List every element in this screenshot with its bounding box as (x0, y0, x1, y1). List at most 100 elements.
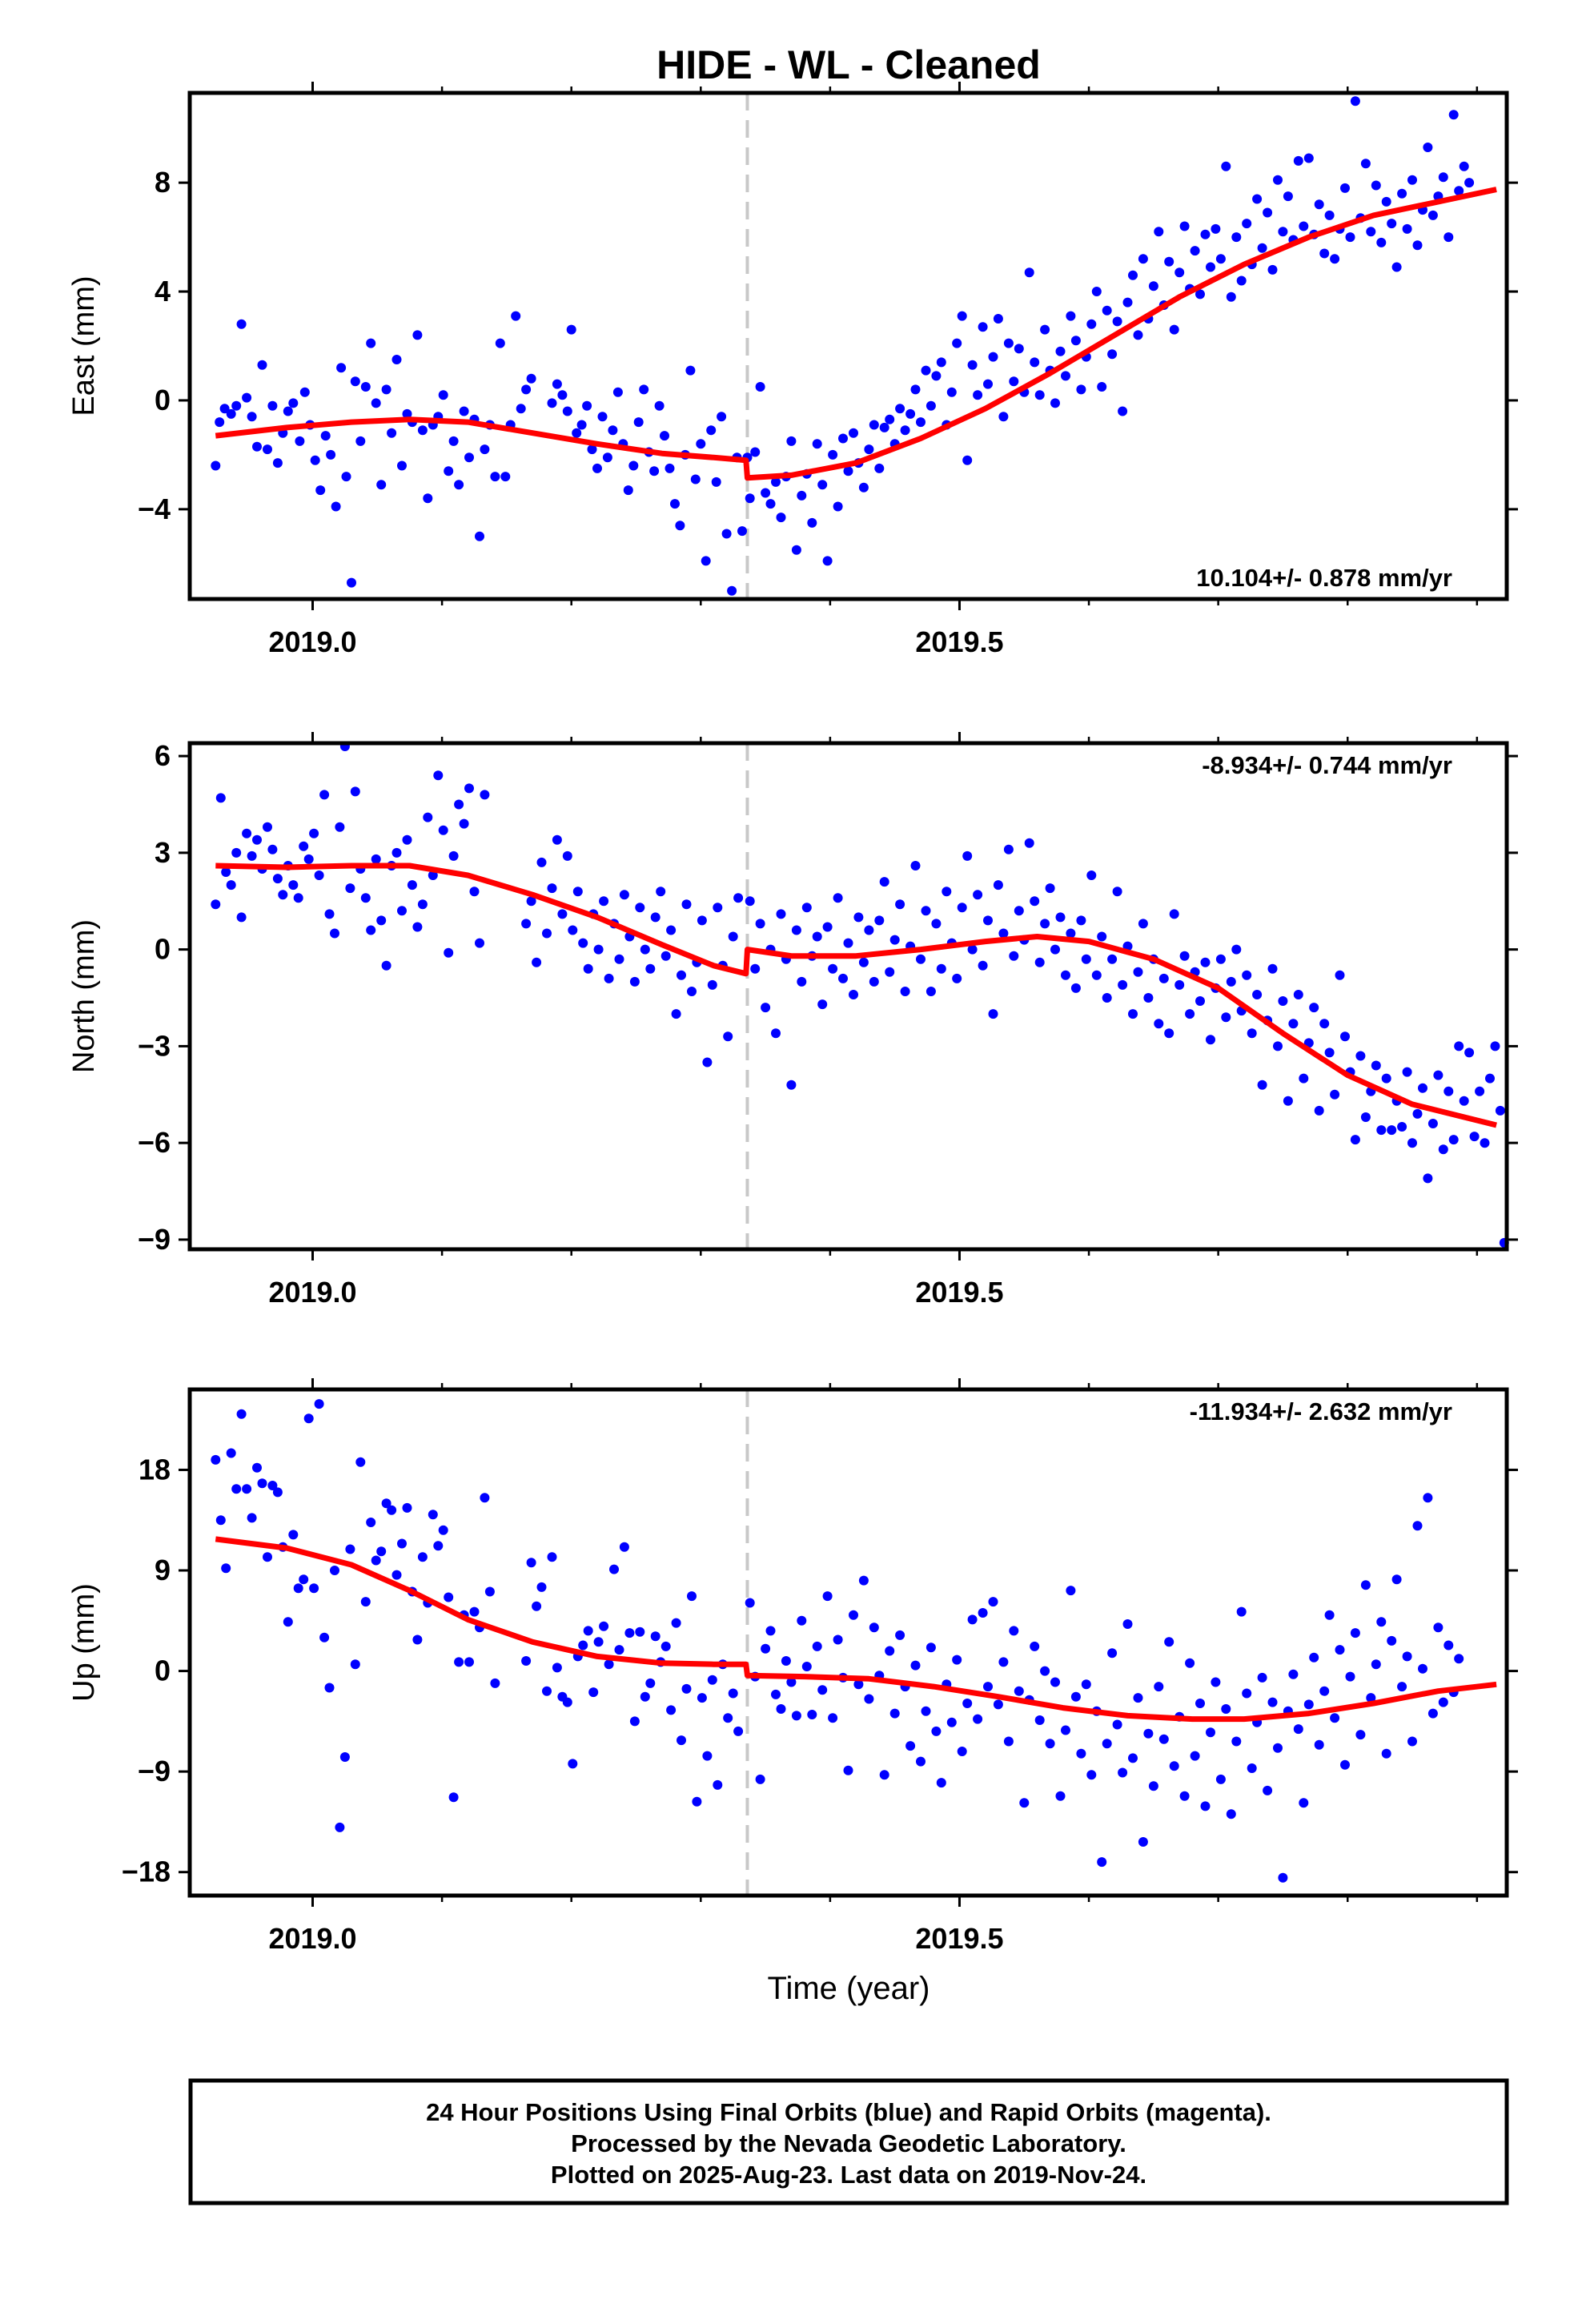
north-data-point (656, 887, 666, 897)
up-data-point (314, 1399, 324, 1409)
north-data-point (801, 903, 812, 913)
north-data-point (412, 922, 423, 932)
up-ytick-label: 18 (139, 1453, 171, 1486)
up-data-point (1257, 1672, 1267, 1683)
north-data-point (583, 963, 593, 974)
east-data-point (833, 501, 843, 512)
up-data-point (905, 1741, 916, 1751)
up-data-point (412, 1634, 423, 1645)
north-data-point (1174, 979, 1185, 990)
up-data-point (552, 1663, 562, 1673)
east-data-point (587, 444, 597, 455)
up-data-point (1158, 1734, 1169, 1744)
up-data-point (299, 1574, 309, 1585)
north-data-point (371, 854, 381, 864)
east-data-point (717, 412, 727, 422)
east-data-point (926, 400, 936, 411)
north-data-point (1293, 990, 1303, 999)
up-data-point (355, 1457, 366, 1467)
up-data-point (1061, 1725, 1070, 1735)
up-data-point (1412, 1521, 1423, 1531)
north-fit-line (215, 862, 1497, 1128)
east-data-point (1397, 188, 1407, 199)
north-data-point (1066, 928, 1076, 939)
north-data-point (869, 976, 879, 987)
north-data-point (350, 786, 360, 797)
up-data-point (391, 1570, 402, 1580)
up-data-point (776, 1704, 786, 1714)
up-data-point (444, 1592, 454, 1602)
plot-title: HIDE - WL - Cleaned (656, 42, 1041, 87)
east-data-point (967, 360, 978, 370)
east-data-point (1267, 264, 1278, 275)
up-data-point (480, 1493, 490, 1503)
up-data-point (926, 1642, 936, 1653)
up-data-point (283, 1617, 293, 1627)
east-data-point (849, 428, 858, 438)
up-data-point (469, 1606, 480, 1617)
north-data-point (1164, 1028, 1174, 1039)
east-data-point (480, 444, 490, 455)
east-data-point (572, 428, 582, 438)
up-data-point (936, 1778, 946, 1788)
up-data-point (853, 1679, 864, 1690)
north-data-point (252, 834, 262, 845)
north-data-point (293, 893, 303, 903)
east-data-point (231, 400, 242, 411)
up-data-point (957, 1747, 967, 1756)
up-data-point (272, 1487, 283, 1498)
north-data-point (1273, 1041, 1283, 1051)
east-data-point (283, 406, 293, 416)
east-data-point (576, 420, 587, 430)
up-data-point (869, 1622, 879, 1633)
north-data-point (1495, 1105, 1505, 1116)
north-ytick-label: 0 (155, 933, 171, 966)
east-rate-label: 10.104+/- 0.878 mm/yr (1196, 564, 1452, 592)
east-data-point (900, 425, 910, 436)
footer-frame (188, 2078, 1509, 2205)
north-data-point (1179, 951, 1190, 961)
up-data-point (1102, 1739, 1112, 1749)
up-data-point (1112, 1719, 1122, 1730)
up-data-point (1391, 1574, 1402, 1585)
up-data-point (490, 1678, 500, 1688)
east-data-point (454, 480, 464, 490)
north-xtick-label: 2019.0 (268, 1276, 356, 1309)
up-ytick-label: 0 (155, 1655, 171, 1687)
north-data-point (428, 870, 438, 880)
up-ytick-label: −9 (138, 1755, 171, 1787)
up-data-point (858, 1575, 869, 1586)
north-data-point (755, 919, 765, 929)
north-data-point (604, 973, 614, 983)
up-data-point (221, 1563, 231, 1574)
north-data-point (1206, 1035, 1215, 1045)
up-data-point (1278, 1872, 1288, 1883)
east-data-point (288, 398, 299, 408)
north-data-point (619, 890, 629, 900)
north-data-point (1299, 1073, 1309, 1084)
east-data-point (592, 463, 602, 473)
up-data-point (1324, 1610, 1335, 1620)
north-data-point (993, 880, 1003, 891)
north-data-point (599, 896, 609, 907)
north-data-point (916, 954, 926, 964)
up-ytick-label: −18 (122, 1856, 171, 1888)
east-data-point (1055, 346, 1066, 356)
up-data-point (733, 1726, 744, 1736)
east-data-point (879, 422, 889, 432)
north-data-point (957, 903, 967, 913)
east-data-point (495, 338, 505, 348)
up-data-point (536, 1582, 547, 1592)
up-data-point (1179, 1791, 1190, 1801)
north-data-point (552, 834, 562, 845)
north-data-point (433, 770, 444, 781)
north-panel: −9 −6 −3 0 3 6 2019.0 2019.5 North (mm) -8.934+/-… (67, 732, 1518, 1309)
up-data-point (807, 1710, 817, 1719)
north-data-point (645, 963, 656, 974)
up-data-point (983, 1682, 993, 1692)
east-data-point (706, 425, 717, 436)
east-data-point (257, 360, 267, 370)
east-data-point (562, 406, 572, 416)
east-data-point (336, 363, 347, 373)
north-data-point (681, 899, 692, 910)
